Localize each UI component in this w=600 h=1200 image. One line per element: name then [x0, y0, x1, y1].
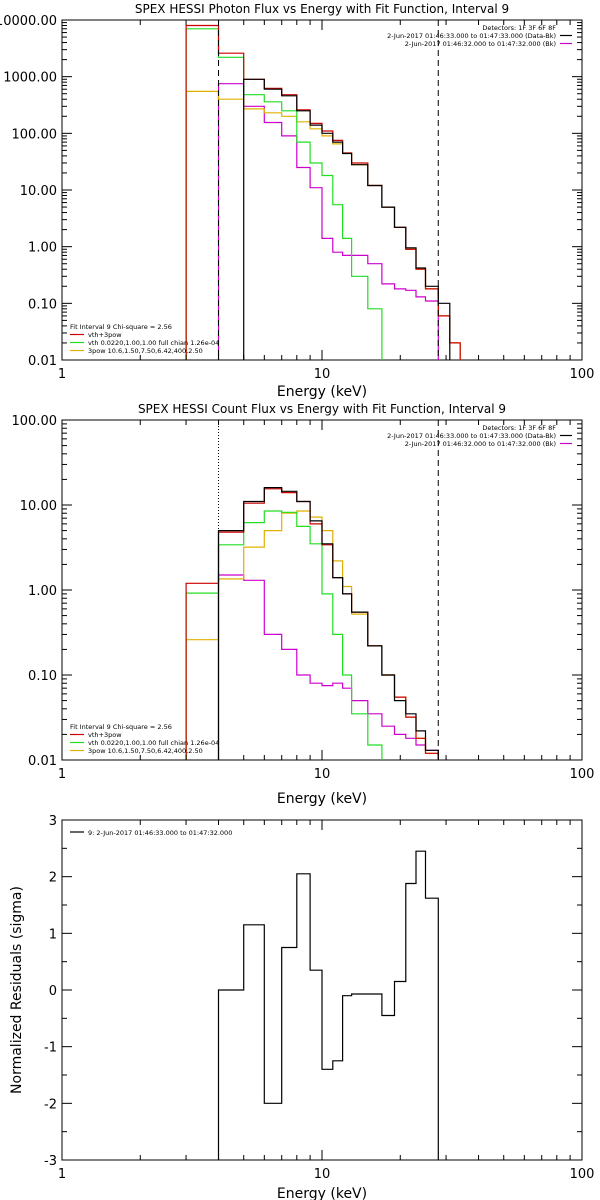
count-y-tick-label: 1.00: [28, 584, 57, 599]
photon-x-tick-label: 1: [58, 367, 66, 382]
count-series-total: [217, 487, 439, 760]
photon-y-tick-label: 1000.00: [3, 71, 57, 86]
count-series-bk: [217, 574, 439, 760]
residuals-y-tick-label: 3: [49, 814, 57, 829]
residuals-series-total: [217, 850, 439, 1160]
count-y-tick-label: 100.00: [12, 414, 58, 429]
residuals-x-axis-label: Energy (keV): [277, 1186, 367, 1200]
photon-legend-label: vth 0.0220,1.00,1.00 full chian 1.26e-04: [88, 339, 219, 347]
photon-series-total: [243, 78, 451, 360]
photon-legend-top-label: Detectors: 1F 3F 6F 8F: [482, 24, 556, 32]
count-series-pow: [185, 510, 439, 760]
photon-legend-fit-label: Fit Interval 9 Chi-square = 2.56: [70, 323, 172, 331]
count-legend-label: 3pow 10.6,1.50,7.50,6.42,400,2.50: [88, 747, 203, 755]
photon-y-tick-label: 100.00: [12, 127, 58, 142]
count-x-axis-label: Energy (keV): [277, 791, 367, 807]
residuals-legend-label: 9: 2-Jun-2017 01:46:33.000 to 01:47:32.0…: [88, 829, 232, 837]
photon-series-pow: [185, 90, 461, 360]
photon-legend-top-label: 2-Jun-2017 01:46:33.000 to 01:47:33.000 …: [387, 32, 556, 40]
count-legend-label: vth 0.0220,1.00,1.00 full chian 1.26e-04: [88, 739, 219, 747]
residuals-y-tick-label: -2: [44, 1097, 57, 1112]
photon-x-tick-label: 100: [570, 367, 595, 382]
photon-y-tick-label: 10.00: [20, 184, 57, 199]
count-chart-title: SPEX HESSI Count Flux vs Energy with Fit…: [138, 402, 506, 416]
count-y-tick-label: 0.10: [28, 669, 57, 684]
count-y-tick-label: 0.01: [28, 754, 57, 769]
count-y-tick-label: 10.00: [20, 499, 57, 514]
photon-legend-label: 3pow 10.6,1.50,7.50,6.42,400,2.50: [88, 347, 203, 355]
photon-x-axis-label: Energy (keV): [277, 384, 367, 400]
photon-y-tick-label: 1.00: [28, 241, 57, 256]
residuals-y-tick-label: -1: [44, 1041, 57, 1056]
count-series-model_sum: [185, 488, 439, 760]
count-legend-top-label: Detectors: 1F 3F 6F 8F: [482, 424, 556, 432]
residuals-panel: Energy (keV) Normalized Residuals (sigma…: [9, 814, 594, 1200]
count-legend-fit-label: Fit Interval 9 Chi-square = 2.56: [70, 723, 172, 731]
count-legend-top-label: 2-Jun-2017 01:46:33.000 to 01:47:33.000 …: [387, 432, 556, 440]
count-legend-top-label: 2-Jun-2017 01:46:32.000 to 01:47:32.000 …: [405, 440, 556, 448]
count-series-layer: [185, 487, 439, 760]
photon-y-tick-label: 0.01: [28, 354, 57, 369]
photon-legend-top-label: 2-Jun-2017 01:46:32.000 to 01:47:32.000 …: [405, 40, 556, 48]
photon-x-tick-label: 10: [314, 367, 331, 382]
residuals-y-axis-label: Normalized Residuals (sigma): [9, 886, 25, 1094]
photon-legend-label: vth+3pow: [88, 331, 122, 339]
count-flux-panel: SPEX HESSI Count Flux vs Energy with Fit…: [12, 402, 595, 807]
count-x-tick-label: 10: [314, 767, 331, 782]
count-x-tick-label: 1: [58, 767, 66, 782]
photon-y-tick-label: 0.10: [28, 297, 57, 312]
photon-series-layer: [185, 24, 461, 360]
residuals-y-tick-label: -3: [44, 1154, 57, 1169]
photon-flux-panel: SPEX HESSI Photon Flux vs Energy with Fi…: [0, 2, 594, 400]
photon-series-vth: [185, 28, 383, 360]
residuals-x-tick-label: 1: [58, 1167, 66, 1182]
photon-series-model_sum: [185, 24, 461, 360]
photon-y-tick-label: 10000.00: [0, 14, 57, 29]
count-legend-label: vth+3pow: [88, 731, 122, 739]
residuals-y-tick-label: 2: [49, 871, 57, 886]
residuals-y-tick-label: 1: [49, 927, 57, 942]
residuals-y-tick-label: 0: [49, 984, 57, 999]
photon-series-bk: [217, 83, 439, 360]
photon-chart-title: SPEX HESSI Photon Flux vs Energy with Fi…: [135, 2, 509, 16]
count-x-tick-label: 100: [570, 767, 595, 782]
residuals-series-layer: [217, 850, 439, 1160]
residuals-x-tick-label: 10: [314, 1167, 331, 1182]
residuals-x-tick-label: 100: [570, 1167, 595, 1182]
count-series-vth: [185, 510, 383, 760]
